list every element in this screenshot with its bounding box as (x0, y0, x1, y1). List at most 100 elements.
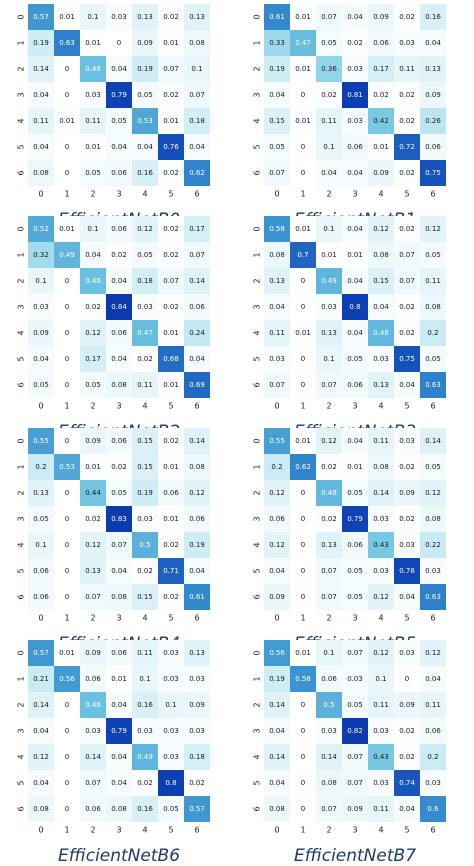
cell-value-label: 0.11 (321, 117, 337, 125)
heatmap-cell (28, 372, 54, 398)
heatmap-cell (132, 480, 158, 506)
cell-value-label: 0.02 (321, 515, 337, 523)
cell-value-label: 0.05 (347, 701, 363, 709)
cell-value-label: 0.01 (85, 143, 101, 151)
cell-value-label: 0.19 (189, 541, 205, 549)
heatmap-cell (80, 718, 106, 744)
y-tick-label: 4 (17, 118, 26, 123)
cell-value-label: 0.07 (163, 277, 179, 285)
cell-value-label: 0 (405, 675, 409, 683)
cell-value-label: 0.04 (425, 39, 441, 47)
x-tick-label: 1 (64, 190, 69, 199)
heatmap-cell (342, 558, 368, 584)
cell-value-label: 0.15 (137, 437, 153, 445)
cell-value-label: 0.12 (189, 489, 205, 497)
heatmap-cell (316, 4, 342, 30)
cell-value-label: 0.16 (425, 13, 441, 21)
cell-value-label: 0.01 (59, 225, 75, 233)
cell-value-label: 0.11 (33, 117, 49, 125)
cell-value-label: 0.58 (295, 675, 311, 683)
cell-value-label: 0.02 (137, 779, 153, 787)
heatmap-cell (290, 428, 316, 454)
heatmap-cell (28, 640, 54, 666)
cell-value-label: 0.06 (33, 593, 49, 601)
cell-value-label: 0.12 (85, 329, 101, 337)
cell-value-label: 0.48 (373, 329, 389, 337)
heatmap-cell (158, 82, 184, 108)
cell-value-label: 0 (301, 91, 305, 99)
cell-value-label: 0.18 (137, 277, 153, 285)
heatmap-cell (342, 372, 368, 398)
cell-value-label: 0.52 (33, 225, 49, 233)
cell-value-label: 0.13 (189, 13, 205, 21)
cell-value-label: 0.02 (321, 91, 337, 99)
heatmap-cell (106, 268, 132, 294)
heatmap-cell (80, 108, 106, 134)
heatmap-cell (158, 480, 184, 506)
heatmap-cell (394, 718, 420, 744)
heatmap-cell (316, 558, 342, 584)
heatmap-cell (290, 216, 316, 242)
cell-value-label: 0.03 (399, 541, 415, 549)
cell-value-label: 0.03 (373, 727, 389, 735)
heatmap-cell (420, 454, 446, 480)
cell-value-label: 0.03 (163, 649, 179, 657)
heatmap-cell (80, 134, 106, 160)
cell-value-label: 0.11 (425, 701, 441, 709)
cell-value-label: 0.48 (321, 489, 337, 497)
heatmap-b1: 0.61 0.01 0.07 0.04 0.09 0.02 0.160.33 0.47 0.05… (253, 4, 446, 199)
cell-value-label: 0.12 (373, 225, 389, 233)
heatmap-cell (158, 718, 184, 744)
cell-value-label: 0.04 (33, 91, 49, 99)
heatmap-cell (368, 640, 394, 666)
heatmap-cell (184, 346, 210, 372)
heatmap-cell (132, 216, 158, 242)
cell-value-label: 0 (301, 541, 305, 549)
heatmap-cell (132, 744, 158, 770)
y-tick-label: 3 (253, 92, 262, 97)
x-tick-label: 1 (300, 190, 305, 199)
cell-value-label: 0.05 (425, 463, 441, 471)
cell-value-label: 0.11 (399, 65, 415, 73)
y-tick-label: 3 (17, 92, 26, 97)
cell-value-label: 0.14 (373, 489, 389, 497)
heatmap-cell (158, 506, 184, 532)
heatmap-cell (80, 294, 106, 320)
cell-value-label: 0.11 (137, 649, 153, 657)
cell-value-label: 0.13 (137, 13, 153, 21)
heatmap-cell (368, 108, 394, 134)
y-tick-label: 5 (17, 144, 26, 149)
y-tick-label: 3 (253, 304, 262, 309)
cell-value-label: 0.46 (85, 277, 101, 285)
cell-value-label: 0.05 (85, 381, 101, 389)
cell-value-label: 0.01 (321, 251, 337, 259)
cell-value-label: 0.02 (111, 463, 127, 471)
cell-value-label: 0.11 (137, 381, 153, 389)
heatmap-cell (342, 242, 368, 268)
heatmap-cell (54, 506, 80, 532)
heatmap-cell (264, 216, 290, 242)
x-tick-label: 5 (404, 614, 409, 623)
heatmap-cell (316, 268, 342, 294)
heatmap-cell (28, 666, 54, 692)
cell-value-label: 0.07 (347, 779, 363, 787)
cell-value-label: 0.79 (347, 515, 363, 523)
heatmap-cell (290, 134, 316, 160)
cell-value-label: 0.53 (137, 117, 153, 125)
cell-value-label: 0.03 (321, 727, 337, 735)
heatmap-cell (420, 56, 446, 82)
heatmap-cell (420, 692, 446, 718)
cell-value-label: 0.46 (85, 701, 101, 709)
cell-value-label: 0.05 (347, 489, 363, 497)
heatmap-cell (368, 160, 394, 186)
heatmap-cell (132, 4, 158, 30)
heatmap-b7: 0.56 0.01 0.1 0.07 0.12 0.03 0.120.19 0.58 0.06 0… (253, 640, 446, 835)
heatmap-cell (158, 108, 184, 134)
cell-value-label: 0.04 (111, 355, 127, 363)
x-tick-label: 5 (168, 190, 173, 199)
cell-value-label: 0.49 (321, 277, 337, 285)
y-tick-label: 1 (17, 676, 26, 681)
cell-value-label: 0.02 (399, 225, 415, 233)
heatmap-cell (132, 666, 158, 692)
